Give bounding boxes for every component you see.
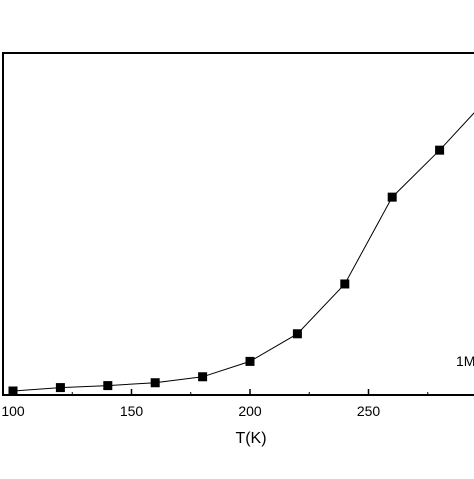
data-point-marker — [151, 378, 160, 387]
data-point-marker — [340, 279, 349, 288]
data-point-marker — [103, 381, 112, 390]
x-axis-tick-labels: 100 150 200 250 — [1, 403, 380, 419]
data-point-marker — [9, 387, 18, 396]
data-point-marker — [246, 357, 255, 366]
x-tick-label: 100 — [1, 403, 25, 419]
data-point-marker — [435, 146, 444, 155]
data-point-marker — [388, 193, 397, 202]
data-point-marker — [56, 383, 65, 392]
x-tick-label: 250 — [357, 403, 381, 419]
series-layer — [9, 99, 474, 396]
x-axis-label: T(K) — [235, 430, 266, 447]
x-tick-label: 200 — [238, 403, 262, 419]
data-point-marker — [293, 329, 302, 338]
data-point-marker — [198, 372, 207, 381]
series-line — [13, 99, 474, 391]
plot-frame — [3, 53, 474, 395]
x-tick-label: 150 — [120, 403, 144, 419]
series-annotation: 1M — [456, 353, 474, 369]
